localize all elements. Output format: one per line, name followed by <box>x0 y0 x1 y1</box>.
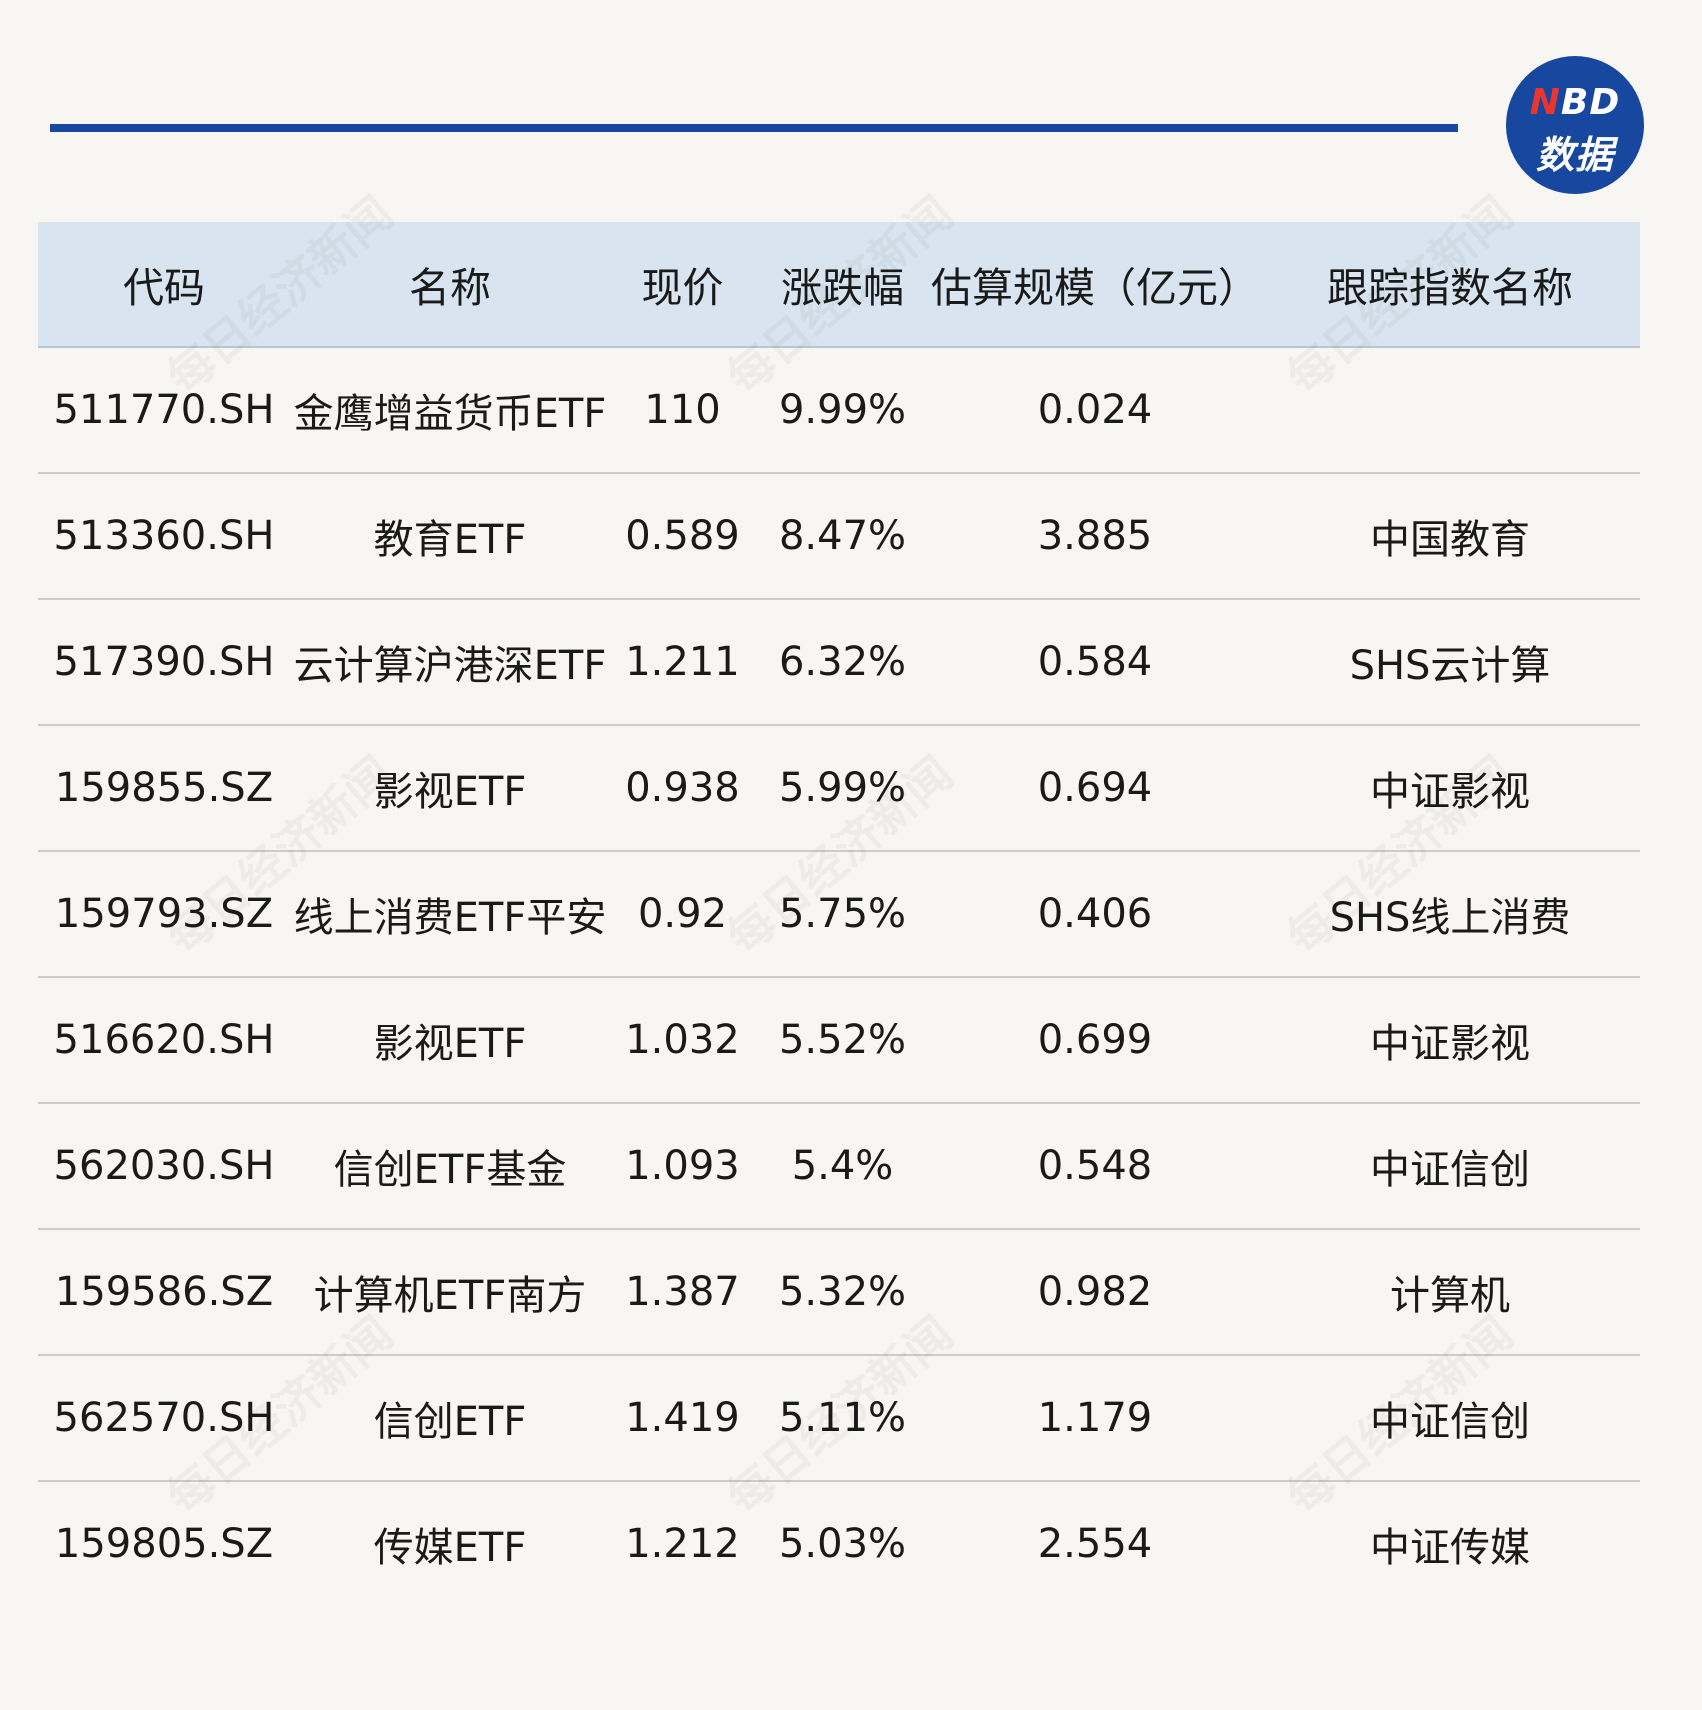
table-row: 513360.SH 教育ETF 0.589 8.47% 3.885 中国教育 <box>38 474 1640 600</box>
cell-price: 1.212 <box>625 1521 740 1567</box>
cell-index: 中证信创 <box>1370 1399 1530 1445</box>
cell-name: 教育ETF <box>373 517 527 563</box>
cell-index: 中证影视 <box>1370 769 1530 815</box>
cell-code: 516620.SH <box>53 1017 275 1063</box>
cell-code: 517390.SH <box>53 639 275 685</box>
table-row: 511770.SH 金鹰增益货币ETF 110 9.99% 0.024 <box>38 348 1640 474</box>
header-code: 代码 <box>123 264 205 312</box>
cell-size: 0.699 <box>1037 1017 1153 1063</box>
cell-size: 0.982 <box>1037 1269 1153 1315</box>
cell-price: 1.093 <box>625 1143 740 1189</box>
cell-index: 中证影视 <box>1370 1021 1530 1067</box>
cell-size: 0.406 <box>1037 891 1153 937</box>
nbd-logo: NBD 数据 <box>1506 56 1644 194</box>
cell-size: 0.548 <box>1037 1143 1153 1189</box>
top-rule <box>50 124 1458 132</box>
cell-code: 562570.SH <box>53 1395 275 1441</box>
cell-size: 0.694 <box>1037 765 1153 811</box>
cell-change: 5.4% <box>791 1143 894 1189</box>
cell-code: 159586.SZ <box>54 1269 274 1315</box>
cell-name: 云计算沪港深ETF <box>293 643 607 689</box>
cell-change: 9.99% <box>778 387 907 433</box>
table-row: 562030.SH 信创ETF基金 1.093 5.4% 0.548 中证信创 <box>38 1104 1640 1230</box>
cell-change: 5.11% <box>778 1395 907 1441</box>
table-row: 159586.SZ 计算机ETF南方 1.387 5.32% 0.982 计算机 <box>38 1230 1640 1356</box>
logo-brand: NBD <box>1529 82 1621 123</box>
cell-change: 8.47% <box>778 513 907 559</box>
cell-change: 5.99% <box>778 765 907 811</box>
table-header: 代码 名称 现价 涨跌幅 估算规模（亿元） 跟踪指数名称 <box>38 222 1640 348</box>
cell-price: 1.032 <box>625 1017 740 1063</box>
cell-name: 金鹰增益货币ETF <box>293 391 607 437</box>
cell-name: 信创ETF基金 <box>333 1147 567 1193</box>
header-change: 涨跌幅 <box>781 264 904 312</box>
cell-size: 2.554 <box>1037 1521 1153 1567</box>
cell-code: 159793.SZ <box>54 891 274 937</box>
cell-code: 511770.SH <box>53 387 275 433</box>
cell-price: 0.92 <box>637 891 728 937</box>
cell-price: 1.419 <box>625 1395 740 1441</box>
table-row: 517390.SH 云计算沪港深ETF 1.211 6.32% 0.584 SHS云计算 <box>38 600 1640 726</box>
cell-name: 影视ETF <box>373 769 527 815</box>
header-name: 名称 <box>409 264 491 312</box>
cell-change: 5.32% <box>778 1269 907 1315</box>
table-row: 159793.SZ 线上消费ETF平安 0.92 5.75% 0.406 SHS线上消费 <box>38 852 1640 978</box>
cell-index: 中证信创 <box>1370 1147 1530 1193</box>
table-body: 511770.SH 金鹰增益货币ETF 110 9.99% 0.024 513360.SH… <box>38 348 1640 1606</box>
table-row: 516620.SH 影视ETF 1.032 5.52% 0.699 中证影视 <box>38 978 1640 1104</box>
cell-code: 513360.SH <box>53 513 275 559</box>
cell-code: 562030.SH <box>53 1143 275 1189</box>
header-price: 现价 <box>641 264 724 312</box>
logo-subtitle: 数据 <box>1535 133 1614 177</box>
cell-index: SHS线上消费 <box>1329 895 1571 941</box>
cell-price: 110 <box>644 387 721 433</box>
cell-price: 0.938 <box>625 765 740 811</box>
cell-code: 159855.SZ <box>54 765 274 811</box>
cell-change: 5.75% <box>778 891 907 937</box>
header-index: 跟踪指数名称 <box>1327 264 1573 312</box>
cell-size: 0.584 <box>1037 639 1153 685</box>
cell-index: 中国教育 <box>1370 517 1530 563</box>
cell-code: 159805.SZ <box>54 1521 274 1567</box>
header-size: 估算规模（亿元） <box>931 264 1259 312</box>
table-row: 159855.SZ 影视ETF 0.938 5.99% 0.694 中证影视 <box>38 726 1640 852</box>
cell-change: 6.32% <box>778 639 907 685</box>
cell-index: 计算机 <box>1390 1273 1510 1319</box>
cell-price: 1.387 <box>625 1269 740 1315</box>
etf-table: 代码 名称 现价 涨跌幅 估算规模（亿元） 跟踪指数名称 511770.SH 金鹰… <box>38 222 1640 1606</box>
cell-index: 中证传媒 <box>1370 1525 1530 1571</box>
cell-name: 计算机ETF南方 <box>313 1273 587 1319</box>
cell-name: 影视ETF <box>373 1021 527 1067</box>
cell-size: 3.885 <box>1037 513 1153 559</box>
cell-price: 0.589 <box>625 513 740 559</box>
table-row: 159805.SZ 传媒ETF 1.212 5.03% 2.554 中证传媒 <box>38 1482 1640 1606</box>
cell-name: 线上消费ETF平安 <box>293 895 607 941</box>
cell-index: SHS云计算 <box>1349 643 1551 689</box>
cell-price: 1.211 <box>625 639 740 685</box>
cell-name: 传媒ETF <box>373 1525 527 1571</box>
table-row: 562570.SH 信创ETF 1.419 5.11% 1.179 中证信创 <box>38 1356 1640 1482</box>
cell-change: 5.52% <box>778 1017 907 1063</box>
cell-size: 0.024 <box>1037 387 1153 433</box>
cell-change: 5.03% <box>778 1521 907 1567</box>
cell-name: 信创ETF <box>373 1399 527 1445</box>
cell-size: 1.179 <box>1037 1395 1153 1441</box>
